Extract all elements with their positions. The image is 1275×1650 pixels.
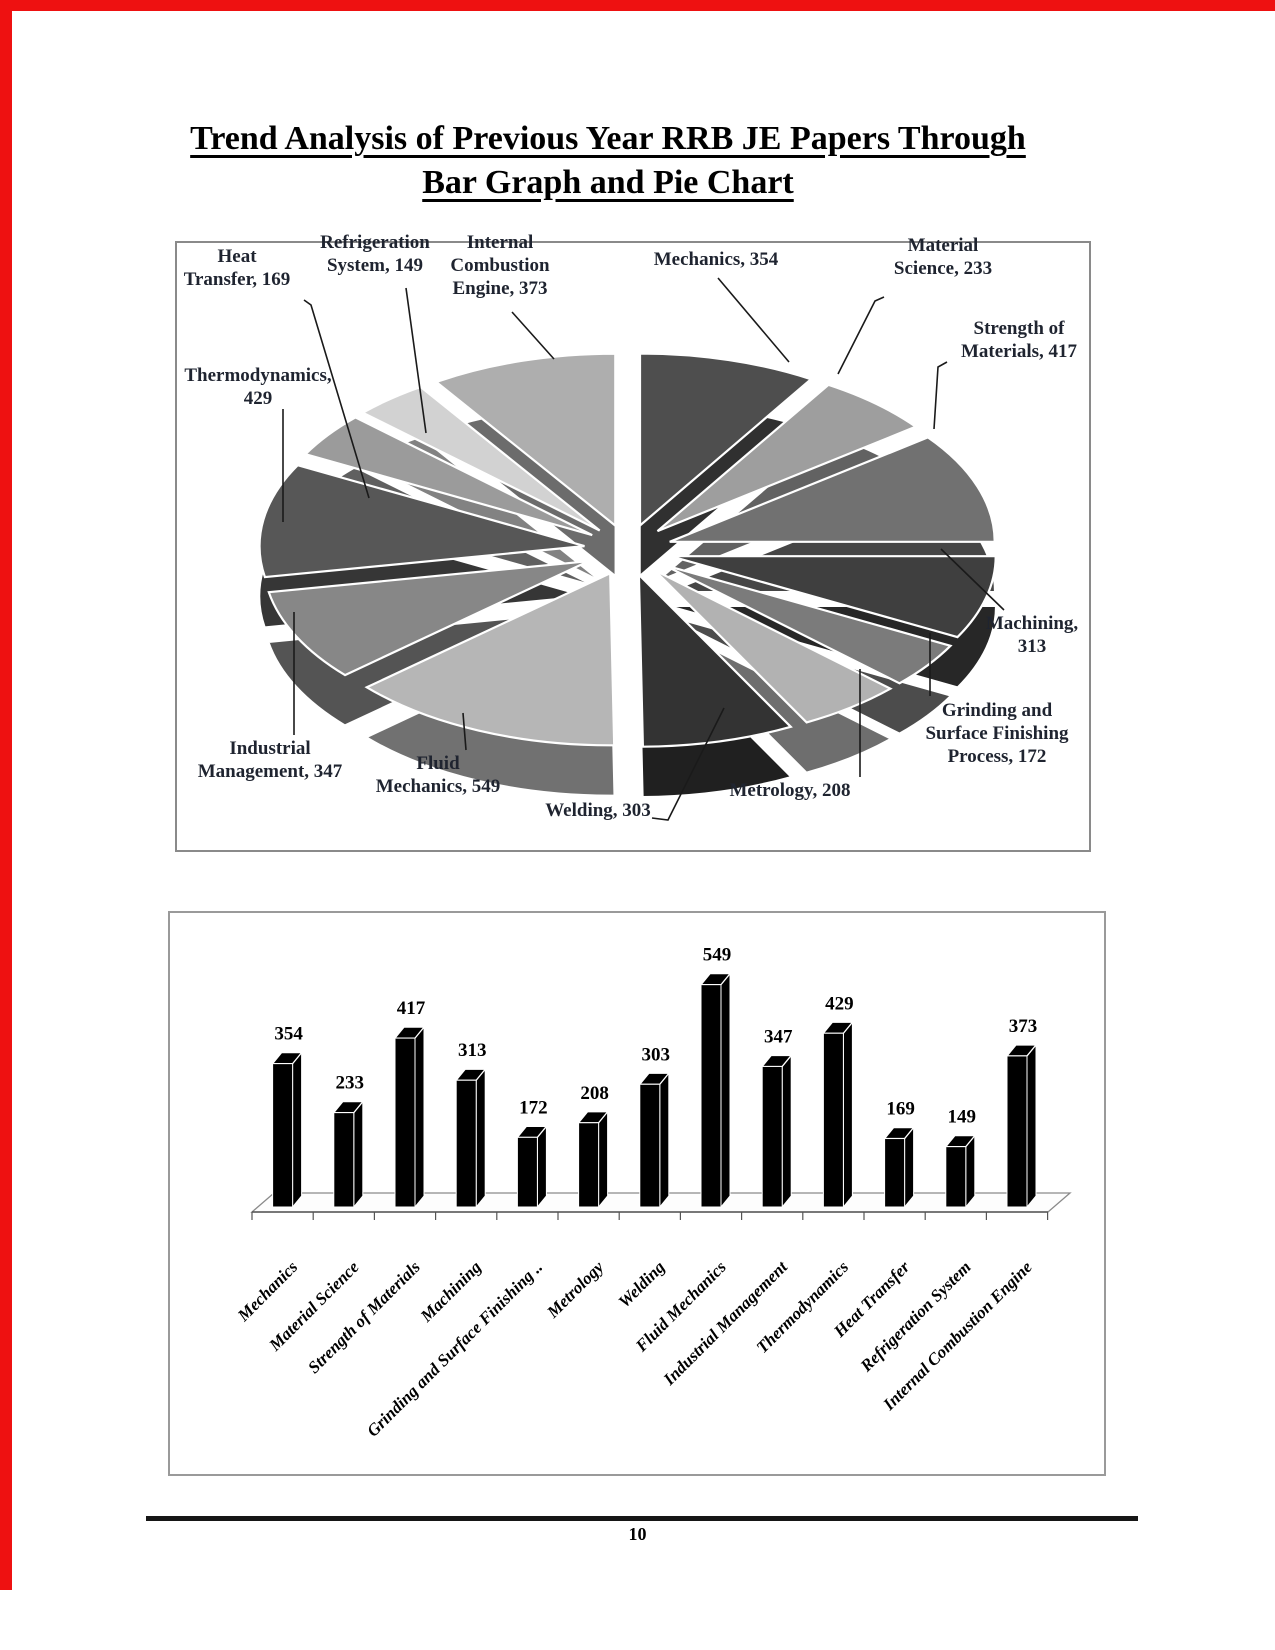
bar-value-label: 169 xyxy=(886,1099,915,1120)
bar xyxy=(761,1065,783,1208)
pie-label: Thermodynamics, 429 xyxy=(184,365,332,409)
pie-slice xyxy=(360,385,601,532)
bar-value-label: 233 xyxy=(336,1073,365,1094)
pie-leader-line xyxy=(940,548,1005,611)
pie-label: Fluid Mechanics, 549 xyxy=(375,753,501,797)
footer-rule xyxy=(146,1516,1138,1521)
bar-side-face xyxy=(659,1071,670,1209)
pie-slice xyxy=(434,352,617,528)
pie-label: Heat Transfer, 169 xyxy=(183,246,291,290)
pie-slice xyxy=(670,555,997,639)
pie-leader-line xyxy=(717,277,790,363)
bar-side-face xyxy=(475,1067,486,1209)
bar xyxy=(945,1146,967,1208)
bar-category-label: Strength of Materials xyxy=(304,1257,424,1377)
pie-label: Material Science, 233 xyxy=(893,235,993,279)
bar xyxy=(822,1032,844,1208)
bar-value-label: 417 xyxy=(397,998,426,1019)
pie-leader-line xyxy=(837,296,885,375)
bar-value-label: 149 xyxy=(948,1107,977,1128)
pie-label: Metrology, 208 xyxy=(729,780,851,801)
bar xyxy=(333,1112,355,1208)
bar-value-label: 313 xyxy=(458,1040,487,1061)
bar-side-face xyxy=(292,1051,303,1209)
bar xyxy=(272,1063,294,1208)
bar xyxy=(516,1136,538,1208)
bar-side-face xyxy=(781,1054,792,1209)
bar-side-face xyxy=(536,1124,547,1209)
bar xyxy=(455,1079,477,1208)
pie-slice xyxy=(653,569,893,724)
bar-value-label: 303 xyxy=(642,1044,671,1065)
pie-label: Industrial Management, 347 xyxy=(197,738,343,782)
bar-side-face xyxy=(720,972,731,1209)
pie-slice xyxy=(267,560,589,677)
bar xyxy=(639,1083,661,1208)
bar xyxy=(884,1138,906,1208)
bar xyxy=(394,1037,416,1208)
bar-side-face xyxy=(414,1025,425,1209)
pie-leader-line xyxy=(462,712,467,751)
pie-slice xyxy=(303,416,593,537)
bar xyxy=(1006,1055,1028,1208)
pie-label: Mechanics, 354 xyxy=(653,249,779,270)
pie-slice xyxy=(258,463,585,579)
pie-slice xyxy=(638,352,814,528)
pie-label: Machining, 313 xyxy=(985,613,1079,657)
bar xyxy=(700,984,722,1208)
page-number: 10 xyxy=(628,1524,647,1544)
pie-slice xyxy=(656,383,919,533)
bar-value-label: 429 xyxy=(825,993,854,1014)
bar-value-label: 373 xyxy=(1009,1016,1038,1037)
pie-leader-line xyxy=(405,287,427,434)
bar-side-face xyxy=(965,1134,976,1209)
bar-side-face xyxy=(598,1110,609,1209)
bar xyxy=(578,1122,600,1208)
page-title-line-2: Bar Graph and Pie Chart xyxy=(422,164,794,201)
bar-side-face xyxy=(904,1126,915,1209)
pie-slice xyxy=(663,563,953,685)
bar-value-label: 354 xyxy=(274,1024,303,1045)
bar-side-face xyxy=(353,1100,364,1209)
page-title: Trend Analysis of Previous Year RRB JE P… xyxy=(0,117,1216,205)
red-margin-line-left xyxy=(0,0,12,1590)
pie-leader-line xyxy=(303,299,370,499)
pie-label: Strength of Materials, 417 xyxy=(960,318,1078,362)
pie-label: Refrigeration System, 149 xyxy=(320,232,430,276)
bar-category-label: Welding xyxy=(615,1257,669,1311)
pie-slice xyxy=(637,571,793,748)
pie-label: Internal Combustion Engine, 373 xyxy=(450,232,550,299)
bar-category-label: Refrigeration System xyxy=(856,1257,975,1376)
red-margin-line-top xyxy=(0,0,1275,11)
pie-label: Grinding and Surface Finishing Process, … xyxy=(925,700,1069,767)
bar-value-label: 549 xyxy=(703,945,732,966)
bar-side-face xyxy=(842,1020,853,1209)
pie-slice xyxy=(669,436,996,543)
pie-leader-line xyxy=(651,707,725,821)
bar-value-label: 208 xyxy=(580,1083,609,1104)
pie-leader-line xyxy=(933,361,948,430)
bar-value-label: 347 xyxy=(764,1026,793,1047)
pie-slice xyxy=(364,571,616,747)
pie-label: Welding, 303 xyxy=(545,800,651,821)
bar-category-label: Metrology xyxy=(543,1257,608,1322)
pie-leader-line xyxy=(511,311,555,360)
bar-side-face xyxy=(1026,1043,1037,1209)
bar-value-label: 172 xyxy=(519,1097,548,1118)
page-title-line-1: Trend Analysis of Previous Year RRB JE P… xyxy=(190,120,1026,157)
